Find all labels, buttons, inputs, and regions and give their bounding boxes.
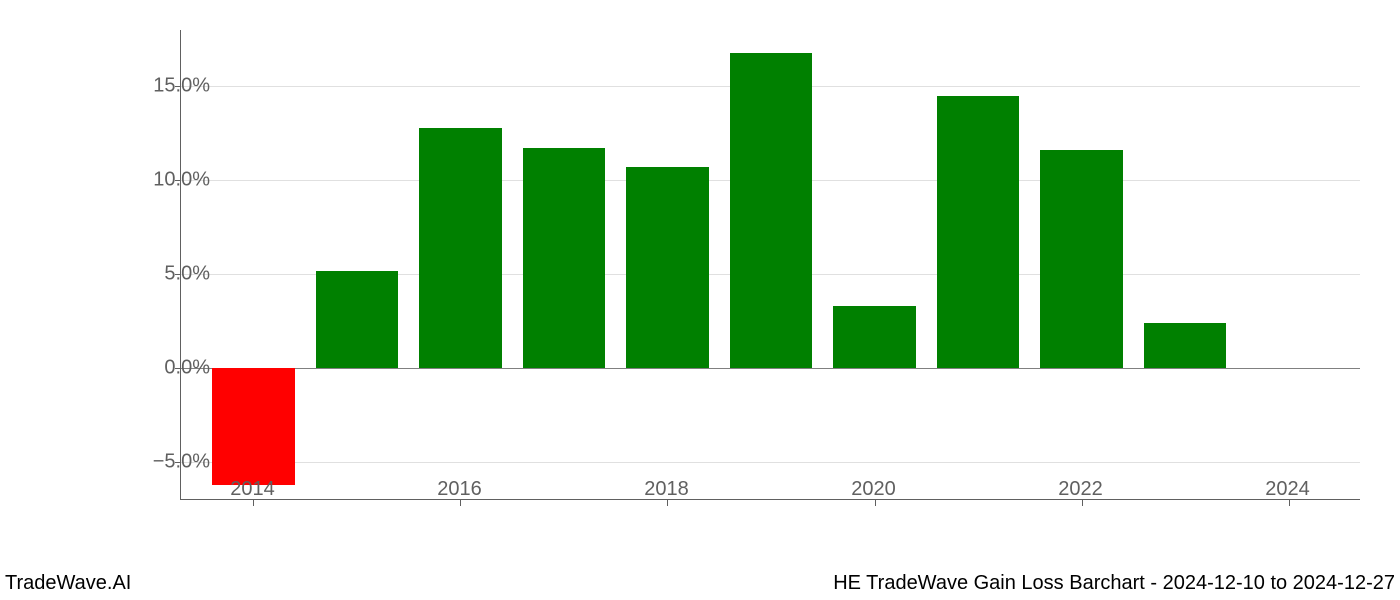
ytick-label: 5.0%	[130, 263, 210, 286]
bar	[937, 96, 1020, 369]
bar	[316, 271, 399, 369]
bar	[212, 368, 295, 485]
xtick-label: 2016	[437, 478, 482, 501]
xtick-label: 2018	[644, 478, 689, 501]
ytick-label: 0.0%	[130, 357, 210, 380]
plot-area	[180, 30, 1360, 500]
bar	[1040, 150, 1123, 368]
ytick-label: −5.0%	[130, 451, 210, 474]
bar	[419, 128, 502, 369]
ytick-label: 10.0%	[130, 169, 210, 192]
bar	[833, 306, 916, 368]
bar	[730, 53, 813, 369]
footer-right: HE TradeWave Gain Loss Barchart - 2024-1…	[833, 572, 1395, 595]
xtick-label: 2020	[851, 478, 896, 501]
bar	[1144, 323, 1227, 368]
footer-left: TradeWave.AI	[5, 572, 131, 595]
xtick-label: 2024	[1265, 478, 1310, 501]
bar	[626, 167, 709, 368]
gridline	[181, 368, 1360, 369]
xtick-label: 2022	[1058, 478, 1103, 501]
ytick-label: 15.0%	[130, 75, 210, 98]
bar	[523, 148, 606, 368]
xtick-label: 2014	[230, 478, 275, 501]
chart-container	[180, 30, 1360, 530]
gridline	[181, 462, 1360, 463]
